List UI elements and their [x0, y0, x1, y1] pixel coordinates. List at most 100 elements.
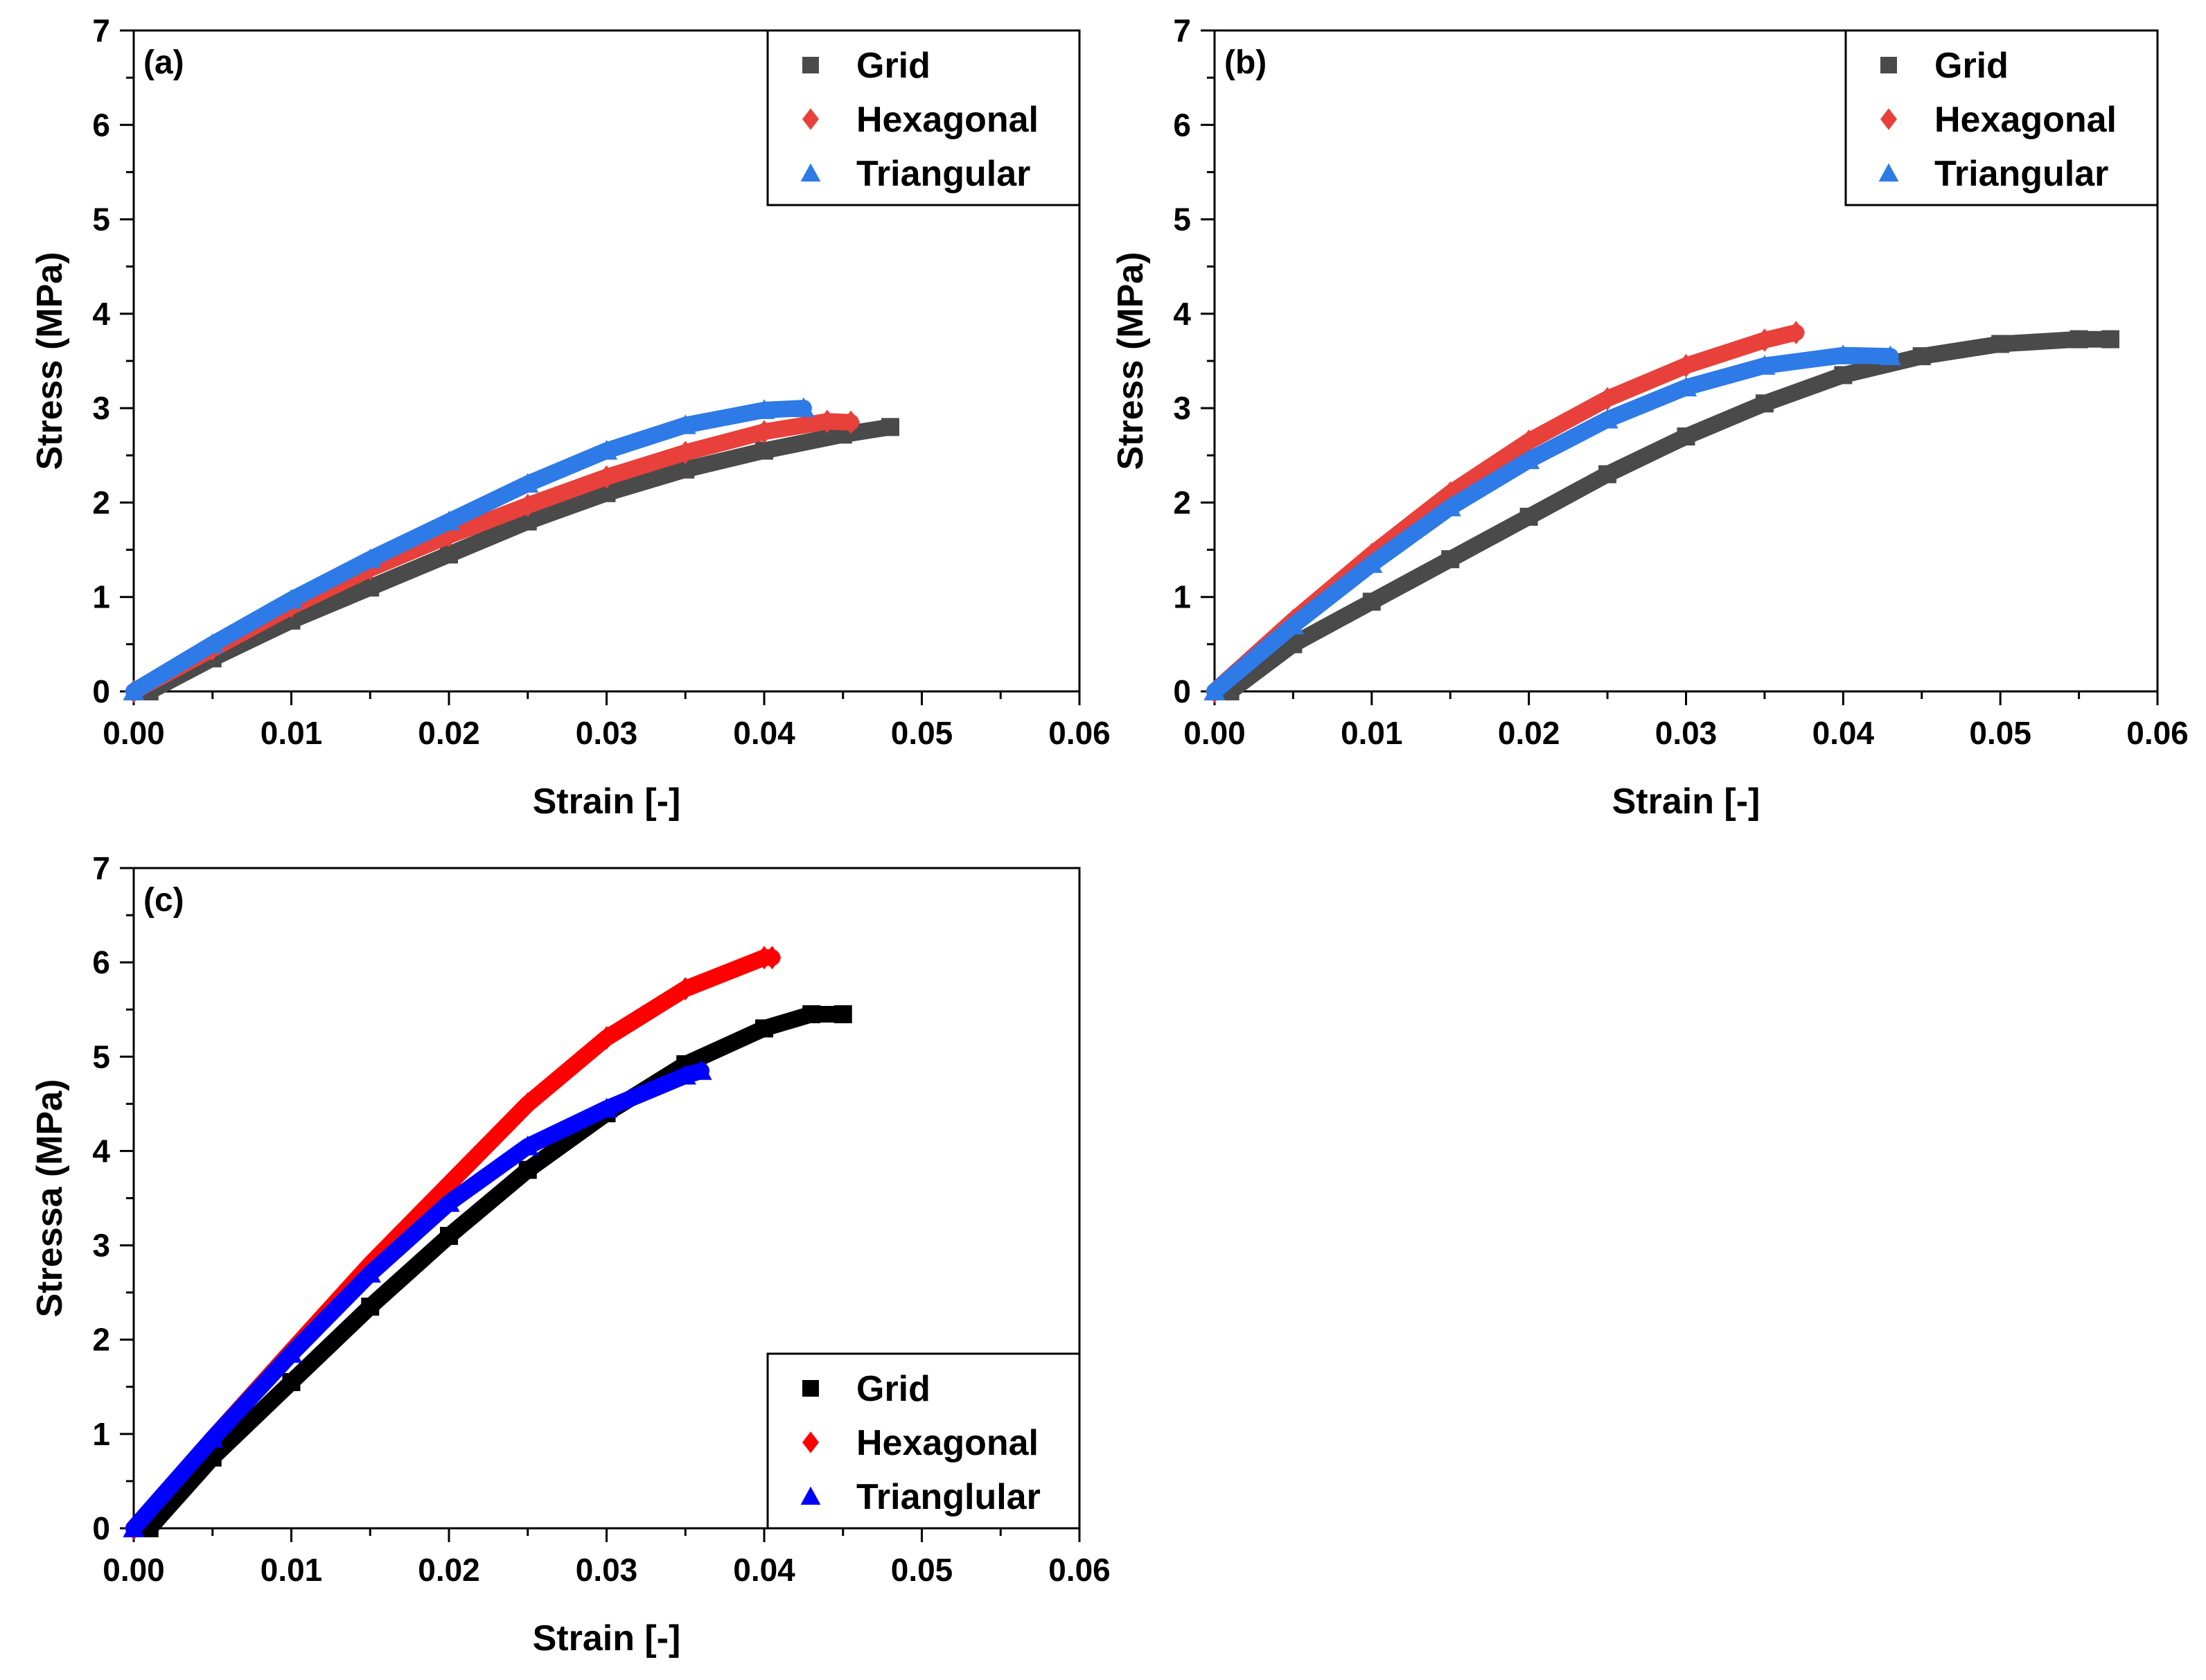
- data-point: [676, 441, 695, 465]
- y-tick-label: 3: [92, 1228, 110, 1264]
- data-point: [1598, 387, 1617, 411]
- data-point: [123, 1517, 145, 1537]
- x-tick-label: 0.02: [1498, 715, 1560, 751]
- legend: Grid Hexagonal Triangular: [1844, 29, 2159, 206]
- data-point: [818, 409, 836, 434]
- data-point: [1675, 376, 1697, 397]
- data-point: [1596, 408, 1618, 429]
- data-point: [359, 548, 381, 569]
- data-point: [1677, 427, 1695, 446]
- data-point: [881, 418, 899, 436]
- legend-label: Grid: [856, 46, 930, 86]
- series-line: [125, 400, 812, 700]
- data-point: [202, 633, 224, 653]
- x-tick-label: 0.03: [576, 1552, 638, 1588]
- x-tick-label: 0.03: [576, 715, 638, 751]
- data-point: [755, 420, 773, 444]
- data-point: [1519, 507, 1538, 526]
- data-point: [842, 410, 861, 434]
- y-tick-label: 0: [92, 1510, 110, 1546]
- data-point: [359, 1262, 381, 1283]
- panel-label: (b): [1224, 44, 1267, 81]
- y-tick-label: 3: [92, 390, 110, 426]
- series-triangular: [1203, 344, 1901, 700]
- x-tick-label: 0.02: [418, 715, 480, 751]
- data-point: [440, 545, 458, 564]
- series-trianglular: [123, 1060, 712, 1537]
- data-point: [1598, 465, 1617, 484]
- data-point: [755, 1019, 773, 1038]
- y-tick-label: 1: [1173, 579, 1191, 615]
- y-tick-label: 6: [92, 944, 110, 980]
- data-point: [1912, 347, 1931, 366]
- x-tick-label: 0.05: [1969, 715, 2031, 751]
- data-point: [793, 397, 815, 418]
- y-tick-label: 6: [92, 107, 110, 143]
- legend-box: [766, 29, 1081, 206]
- data-point: [280, 589, 303, 609]
- data-point: [440, 1226, 458, 1245]
- legend-marker-square: [1880, 57, 1897, 73]
- x-tick-label: 0.00: [103, 715, 165, 751]
- data-point: [674, 414, 696, 434]
- x-tick-label: 0.05: [891, 715, 953, 751]
- legend: Grid Hexagonal Triangular: [766, 29, 1081, 206]
- y-tick-label: 4: [92, 296, 110, 332]
- legend-label: Hexagonal: [1934, 100, 2117, 140]
- series-line: [141, 418, 899, 700]
- data-point: [518, 493, 537, 518]
- data-point: [763, 946, 782, 970]
- y-tick-label: 7: [92, 850, 110, 886]
- data-point: [597, 1026, 616, 1050]
- data-point: [280, 1343, 303, 1363]
- legend-label: Hexagonal: [856, 1423, 1039, 1463]
- data-point: [1441, 550, 1460, 569]
- x-axis-title: Strain [-]: [1612, 781, 1761, 822]
- y-tick-label: 5: [92, 1038, 110, 1075]
- data-point: [202, 1428, 224, 1448]
- data-point: [595, 439, 618, 460]
- y-tick-label: 5: [92, 202, 110, 238]
- data-point: [361, 1298, 380, 1316]
- series-triangular: [123, 397, 815, 700]
- x-tick-label: 0.00: [103, 1552, 165, 1588]
- x-tick-label: 0.05: [891, 1552, 953, 1588]
- y-tick-label: 2: [92, 484, 110, 520]
- data-point: [1518, 449, 1540, 470]
- data-point: [2070, 330, 2088, 348]
- data-point: [361, 578, 380, 597]
- legend-marker-triangle: [800, 1486, 821, 1505]
- y-tick-label: 6: [1173, 107, 1191, 143]
- x-tick-label: 0.06: [1048, 715, 1111, 751]
- data-point: [1362, 592, 1381, 611]
- y-tick-label: 7: [92, 12, 110, 48]
- y-axis-title: Stressa (MPa): [30, 1079, 70, 1318]
- data-point: [438, 511, 460, 531]
- panel-label: (c): [143, 882, 184, 919]
- data-point: [123, 680, 145, 700]
- data-point: [1754, 355, 1776, 375]
- legend: Grid Hexagonal Trianglular: [766, 1352, 1081, 1530]
- series-grid: [140, 418, 899, 700]
- data-point: [1834, 366, 1853, 384]
- data-point: [1879, 345, 1901, 366]
- data-point: [1439, 496, 1461, 517]
- data-point: [1755, 394, 1774, 413]
- x-tick-label: 0.04: [733, 715, 795, 751]
- x-tick-label: 0.01: [261, 715, 323, 751]
- data-point: [597, 465, 616, 489]
- data-point: [1832, 344, 1854, 364]
- y-tick-label: 0: [1173, 673, 1191, 709]
- legend-label: Grid: [856, 1369, 930, 1409]
- x-tick-label: 0.06: [1048, 1552, 1111, 1588]
- y-axis-title: Stress (MPa): [1111, 252, 1151, 470]
- legend-box: [1844, 29, 2159, 206]
- y-axis-title: Stress (MPa): [30, 252, 70, 470]
- series-line: [1206, 346, 1899, 700]
- data-point: [518, 1092, 537, 1116]
- x-tick-label: 0.02: [418, 1552, 480, 1588]
- data-point: [2101, 330, 2119, 348]
- legend-box: [766, 1352, 1081, 1530]
- data-point: [518, 1160, 537, 1179]
